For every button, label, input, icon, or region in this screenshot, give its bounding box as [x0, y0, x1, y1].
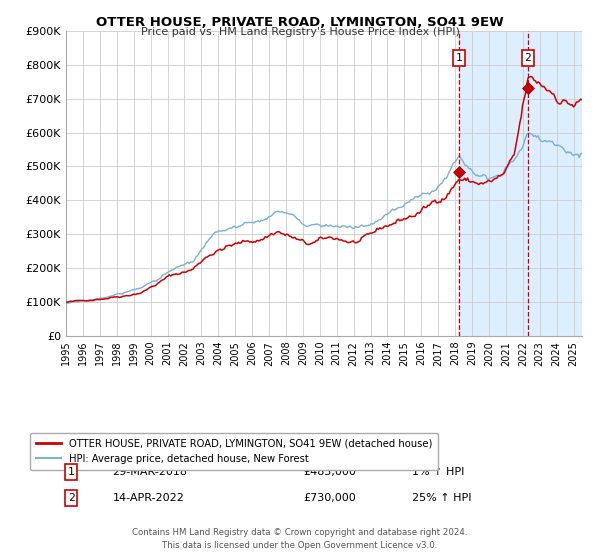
Text: £730,000: £730,000: [304, 493, 356, 503]
Text: OTTER HOUSE, PRIVATE ROAD, LYMINGTON, SO41 9EW: OTTER HOUSE, PRIVATE ROAD, LYMINGTON, SO…: [96, 16, 504, 29]
Text: 29-MAR-2018: 29-MAR-2018: [112, 467, 187, 477]
Text: 2: 2: [524, 53, 531, 63]
Text: Contains HM Land Registry data © Crown copyright and database right 2024.
This d: Contains HM Land Registry data © Crown c…: [132, 529, 468, 550]
Text: 2: 2: [68, 493, 74, 503]
Text: 1: 1: [68, 467, 74, 477]
Text: 25% ↑ HPI: 25% ↑ HPI: [412, 493, 471, 503]
Text: 1: 1: [456, 53, 463, 63]
Bar: [459, 31, 582, 336]
Text: Price paid vs. HM Land Registry's House Price Index (HPI): Price paid vs. HM Land Registry's House …: [140, 27, 460, 37]
Text: £485,000: £485,000: [304, 467, 356, 477]
Legend: OTTER HOUSE, PRIVATE ROAD, LYMINGTON, SO41 9EW (detached house), HPI: Average pr: OTTER HOUSE, PRIVATE ROAD, LYMINGTON, SO…: [30, 432, 438, 469]
Text: 1% ↑ HPI: 1% ↑ HPI: [412, 467, 464, 477]
Text: 14-APR-2022: 14-APR-2022: [112, 493, 184, 503]
